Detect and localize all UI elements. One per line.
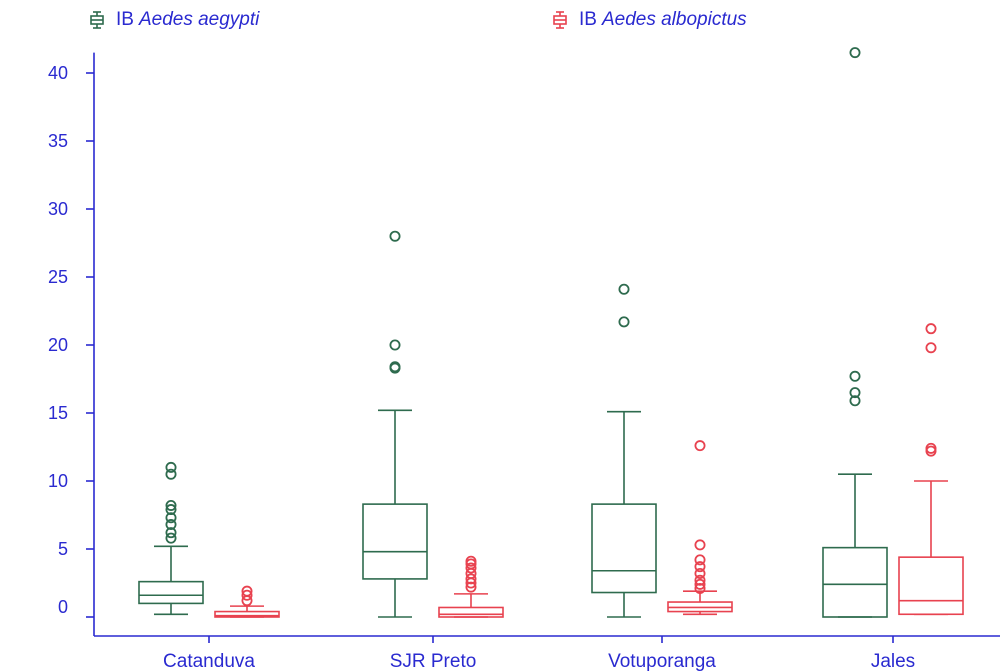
box-legend-icon [90,11,104,29]
outlier-point [694,440,706,452]
y-tick-label: 10 [48,471,68,491]
outlier-point [849,387,861,399]
outlier-point [694,578,706,590]
y-tick-label: 30 [48,199,68,219]
x-tick-label: Votuporanga [608,651,716,672]
outlier-point [465,562,477,574]
outlier-point [165,527,177,539]
legend-label-species: Aedes aegypti [138,9,260,30]
outlier-point [389,230,401,242]
legend-label-species: Aedes albopictus [601,9,747,30]
outlier-point [618,316,630,328]
x-tick-label: Catanduva [163,651,255,672]
outlier-point [165,504,177,516]
y-tick-label: 35 [48,131,68,151]
outlier-point [694,561,706,573]
outlier-point [389,339,401,351]
legend-item-aegypti: IB Aedes aegypti [90,9,259,31]
y-tick-label: 40 [48,63,68,83]
outlier-point [925,323,937,335]
outlier-point [465,581,477,593]
outlier-point [165,512,177,524]
y-tick-label: 5 [58,539,68,559]
legend-label-prefix: IB [579,9,597,30]
outlier-point [849,395,861,407]
box [214,610,280,618]
outlier-point [165,461,177,473]
legend-item-albopictus: IB Aedes albopictus [553,9,747,31]
outlier-point [849,370,861,382]
y-tick-label: 0 [58,597,68,617]
x-tick-label: SJR Preto [390,651,477,672]
outlier-point [241,585,253,597]
outlier-point [925,442,937,454]
outlier-point [694,567,706,579]
outlier-point [694,539,706,551]
y-tick-label: 20 [48,335,68,355]
outlier-point [925,342,937,354]
box [438,606,504,618]
box [138,580,204,605]
outlier-point [694,554,706,566]
box [898,556,964,616]
outlier-point [241,589,253,601]
outlier-point [618,283,630,295]
outlier-point [694,574,706,586]
outlier-point [165,468,177,480]
box [591,503,657,594]
box-legend-icon [553,11,567,29]
legend-label-prefix: IB [116,9,134,30]
x-tick-label: Jales [871,651,915,672]
box [822,546,888,618]
box [362,503,428,580]
outlier-point [465,555,477,567]
outlier-point [694,582,706,594]
outlier-point [389,361,401,373]
outlier-point [165,532,177,544]
outlier-point [465,573,477,585]
outlier-point [165,519,177,531]
outlier-point [165,499,177,511]
y-tick-label: 25 [48,267,68,287]
y-tick-label: 15 [48,403,68,423]
outlier-point [849,47,861,59]
